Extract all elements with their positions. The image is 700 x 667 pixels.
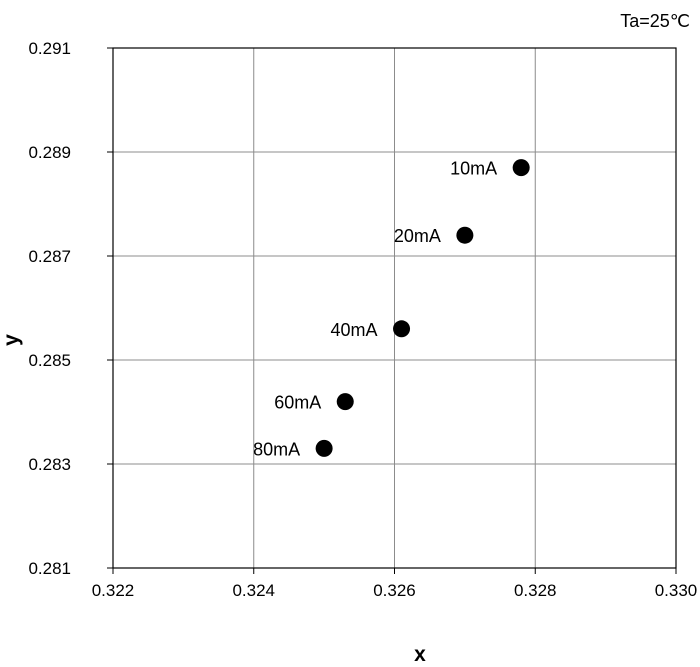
x-tick-label: 0.324 (232, 581, 275, 600)
point-label: 60mA (274, 393, 321, 413)
y-tick-label: 0.281 (28, 559, 71, 578)
y-tick-label: 0.287 (28, 247, 71, 266)
y-tick-label: 0.289 (28, 143, 71, 162)
data-point (512, 159, 530, 177)
y-axis-title: y (0, 334, 23, 346)
point-label: 10mA (450, 159, 497, 179)
point-label: 40mA (331, 320, 378, 340)
data-point (315, 439, 333, 457)
data-point (456, 226, 474, 244)
point-label: 80mA (253, 439, 300, 459)
grid-lines (113, 48, 676, 568)
y-tick-label: 0.291 (28, 39, 71, 58)
x-axis-title: x (414, 643, 426, 666)
x-tick-label: 0.326 (373, 581, 416, 600)
data-point (393, 320, 411, 338)
x-tick-label: 0.322 (92, 581, 135, 600)
x-tick-label: 0.330 (655, 581, 698, 600)
y-tick-label: 0.283 (28, 455, 71, 474)
point-labels: 10mA 20mA 40mA 60mA 80mA (253, 159, 497, 460)
point-label: 20mA (394, 226, 441, 246)
axis-ticks: 0.322 0.324 0.326 0.328 0.330 0.281 0.283 0.285… (28, 39, 697, 600)
data-point (336, 393, 354, 411)
y-tick-label: 0.285 (28, 351, 71, 370)
temperature-annotation: Ta=25℃ (620, 11, 690, 31)
x-tick-label: 0.328 (514, 581, 557, 600)
data-points (315, 159, 530, 457)
